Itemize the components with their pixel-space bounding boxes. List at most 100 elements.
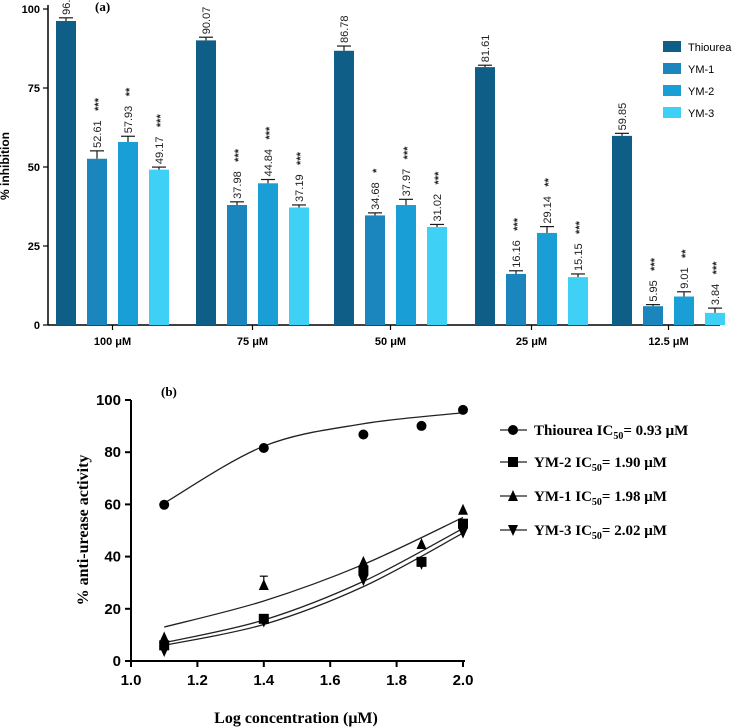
data-point-ym-1 bbox=[159, 631, 170, 643]
data-point-ym-1 bbox=[416, 537, 427, 549]
panel-a-category-label: 75 μM bbox=[237, 336, 268, 348]
fit-curve-ym-1 bbox=[164, 516, 464, 628]
data-point-ym-2 bbox=[358, 565, 369, 576]
panel-a-y-tick-label: 50 bbox=[28, 162, 40, 174]
panel-b-x-tick-label: 1.0 bbox=[121, 672, 142, 689]
bar-ym-3 bbox=[149, 169, 169, 325]
significance-marker: *** bbox=[295, 151, 307, 165]
bar-thiourea bbox=[334, 50, 354, 325]
legend-value: = 0.93 μM bbox=[623, 423, 688, 439]
legend-text: YM-1 IC bbox=[534, 489, 592, 505]
significance-marker: *** bbox=[155, 114, 167, 128]
legend-subscript: 50 bbox=[592, 463, 602, 474]
panel-b-y-tick-label: 0 bbox=[113, 653, 121, 670]
bar-ym-2 bbox=[396, 205, 416, 325]
panel-b-y-tick-label: 100 bbox=[96, 392, 121, 409]
panel-a-y-tick-label: 75 bbox=[28, 83, 40, 95]
bar-value-label: 37.19 bbox=[294, 174, 306, 202]
data-point-ym-3 bbox=[159, 645, 170, 657]
data-point-thiourea bbox=[358, 429, 369, 440]
bar-value-label: 15.15 bbox=[573, 243, 585, 271]
bar-value-label: 37.97 bbox=[401, 169, 413, 197]
legend-swatch-ym-2 bbox=[663, 85, 681, 96]
legend-subscript: 50 bbox=[613, 431, 623, 442]
legend-text: YM-3 IC bbox=[534, 523, 592, 539]
legend-marker-thiourea bbox=[508, 425, 518, 435]
panel-a-category-label: 50 μM bbox=[375, 336, 406, 348]
legend-label-ym-1: YM-1 bbox=[688, 64, 714, 76]
bar-ym-3 bbox=[289, 207, 309, 325]
significance-marker: ** bbox=[680, 249, 692, 258]
bar-ym-1 bbox=[506, 273, 526, 325]
data-point-thiourea bbox=[458, 404, 468, 415]
data-point-ym-3 bbox=[416, 558, 427, 570]
bar-ym-2 bbox=[537, 232, 557, 325]
bar-ym-3 bbox=[705, 312, 725, 325]
bar-value-label: 49.17 bbox=[154, 137, 166, 165]
panel-a-y-tick-label: 0 bbox=[34, 320, 40, 332]
bar-chart-panel-a: (a) % inhibition 0 25 50 75 100 100 μM 96.21 52… bbox=[0, 0, 732, 348]
legend-subscript: 50 bbox=[592, 531, 602, 542]
panel-a-category-label: 100 μM bbox=[94, 336, 131, 348]
bar-ym-1 bbox=[227, 204, 247, 325]
legend-marker-ym-1 bbox=[508, 490, 518, 501]
bar-thiourea bbox=[612, 135, 632, 325]
bar-value-label: 81.61 bbox=[480, 35, 492, 63]
legend-subscript: 50 bbox=[592, 497, 602, 508]
significance-marker: *** bbox=[574, 220, 586, 234]
legend-swatch-ym-3 bbox=[663, 107, 681, 118]
bar-value-label: 34.68 bbox=[370, 182, 382, 210]
legend-value: = 2.02 μM bbox=[602, 523, 667, 539]
bar-ym-3 bbox=[427, 226, 447, 325]
legend-text: YM-2 IC bbox=[534, 455, 592, 471]
data-point-thiourea bbox=[416, 420, 427, 431]
panel-a-category-label: 25 μM bbox=[516, 336, 547, 348]
bar-value-label: 31.02 bbox=[432, 194, 444, 222]
panel-b-x-tick-label: 1.6 bbox=[320, 672, 341, 689]
significance-marker: *** bbox=[233, 148, 245, 162]
panel-a-category-label: 12.5 μM bbox=[648, 336, 688, 348]
fit-curve-ym-2 bbox=[164, 527, 464, 644]
legend-label-ym-2: YM-2 bbox=[688, 86, 714, 98]
bar-value-label: 9.01 bbox=[679, 267, 691, 288]
data-point-thiourea bbox=[159, 499, 170, 510]
legend-label-ym-2: YM-2 IC50= 1.90 μM bbox=[534, 455, 667, 474]
panel-b-y-tick-label: 60 bbox=[104, 496, 121, 513]
legend-label-ym-1: YM-1 IC50= 1.98 μM bbox=[534, 489, 667, 508]
data-point-ym-3 bbox=[358, 575, 369, 587]
bar-ym-2 bbox=[118, 141, 138, 325]
panel-b-y-tick-label: 40 bbox=[104, 549, 121, 566]
legend-label-ym-3: YM-3 bbox=[688, 108, 714, 120]
significance-marker: ** bbox=[124, 87, 136, 96]
bar-thiourea bbox=[475, 67, 495, 325]
scatter-chart-panel-b: (b) Log concentration (μM) % anti-urease… bbox=[75, 384, 688, 727]
panel-b-y-tick-label: 20 bbox=[104, 601, 121, 618]
bar-thiourea bbox=[196, 40, 216, 326]
panel-a-y-axis-label: % inhibition bbox=[0, 132, 12, 200]
significance-marker: *** bbox=[711, 261, 723, 275]
panel-a-label: (a) bbox=[95, 0, 110, 14]
fit-curve-thiourea bbox=[163, 412, 464, 504]
panel-b-x-axis-label: Log concentration (μM) bbox=[214, 710, 378, 727]
bar-value-label: 37.98 bbox=[232, 171, 244, 199]
panel-b-x-tick-label: 1.2 bbox=[187, 672, 208, 689]
bar-value-label: 96.21 bbox=[61, 0, 73, 15]
bar-value-label: 52.61 bbox=[92, 120, 104, 148]
significance-marker: *** bbox=[433, 171, 445, 185]
legend-value: = 1.90 μM bbox=[602, 455, 667, 471]
significance-marker: *** bbox=[93, 97, 105, 111]
bar-ym-1 bbox=[365, 215, 385, 325]
significance-marker: * bbox=[371, 168, 383, 173]
panel-b-y-axis-label: % anti-urease activity bbox=[75, 455, 92, 606]
legend-value: = 1.98 μM bbox=[602, 489, 667, 505]
fit-curve-ym-3 bbox=[164, 532, 464, 646]
panel-b-x-tick-label: 1.4 bbox=[253, 672, 275, 689]
significance-marker: *** bbox=[512, 217, 524, 231]
bar-value-label: 90.07 bbox=[201, 7, 213, 35]
data-point-ym-3 bbox=[258, 616, 269, 628]
panel-b-x-tick-label: 2.0 bbox=[453, 672, 474, 689]
bar-value-label: 29.14 bbox=[542, 196, 554, 224]
significance-marker: ** bbox=[543, 177, 555, 186]
legend-swatch-thiourea bbox=[663, 41, 681, 52]
